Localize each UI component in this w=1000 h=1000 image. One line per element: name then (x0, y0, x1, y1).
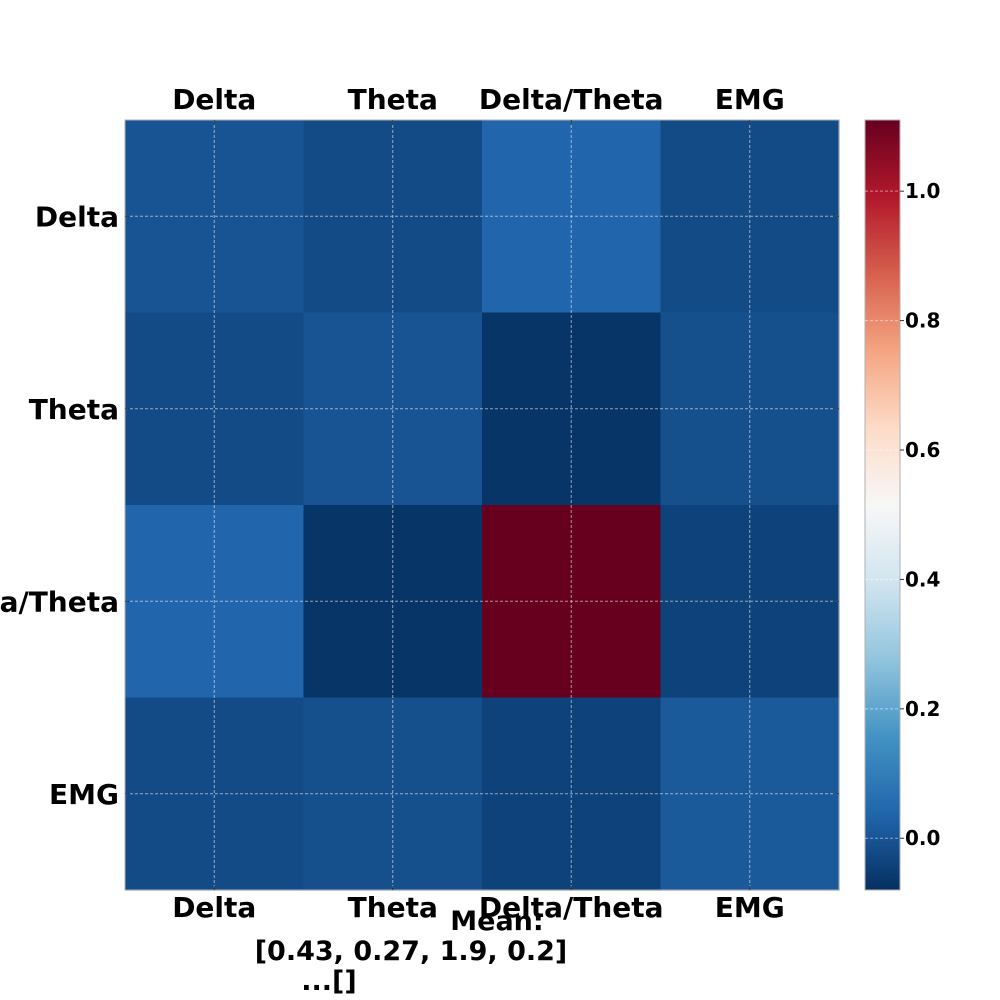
x-tick-label-top: Delta/Theta (479, 83, 664, 116)
colorbar-tick-label: 1.0 (905, 179, 940, 203)
colorbar-tick-label: 0.2 (905, 697, 940, 721)
x-ticks-bottom: Delta Theta Delta/Theta EMG (172, 886, 785, 924)
heatmap-cell (125, 697, 305, 891)
x-tick-label-bottom: EMG (715, 891, 785, 924)
heatmap-cell (125, 312, 305, 506)
colorbar-tick-label: 0.0 (905, 826, 940, 850)
mean-annotation-line: ...[] (301, 966, 356, 997)
x-tick-label-top: Delta (172, 83, 256, 116)
x-tick-label-bottom: Theta (348, 891, 438, 924)
colorbar-tick-label: 0.8 (905, 309, 940, 333)
y-tick-label: Theta (29, 393, 119, 426)
x-tick-label-top: Theta (348, 83, 438, 116)
colorbar-tick-label: 0.4 (905, 567, 940, 591)
grid-lines (125, 120, 839, 890)
colorbar-tick-label: 0.6 (905, 438, 940, 462)
x-ticks-top: Delta Theta Delta/Theta EMG (172, 83, 785, 124)
y-tick-label: Delta (35, 200, 119, 233)
x-tick-label-bottom: Delta (172, 891, 256, 924)
x-tick-label-bottom: Delta/Theta (479, 891, 664, 924)
y-tick-label: Delta/Theta (0, 585, 119, 618)
mean-annotation-line: [0.43, 0.27, 1.9, 0.2] (255, 936, 568, 967)
mean-annotation: Mean:[0.43, 0.27, 1.9, 0.2]...[] (255, 906, 568, 997)
y-tick-label: EMG (49, 778, 119, 811)
plot-frame (124, 119, 840, 891)
colorbar-ticks: 0.0 0.2 0.4 0.6 0.8 1.0 (865, 179, 940, 850)
heatmap-cells (125, 120, 840, 891)
x-tick-label-top: EMG (715, 83, 785, 116)
colorbar (864, 119, 901, 891)
y-ticks: Delta Theta Delta/Theta EMG (0, 200, 839, 811)
mean-annotation-line: Mean: (450, 906, 543, 937)
